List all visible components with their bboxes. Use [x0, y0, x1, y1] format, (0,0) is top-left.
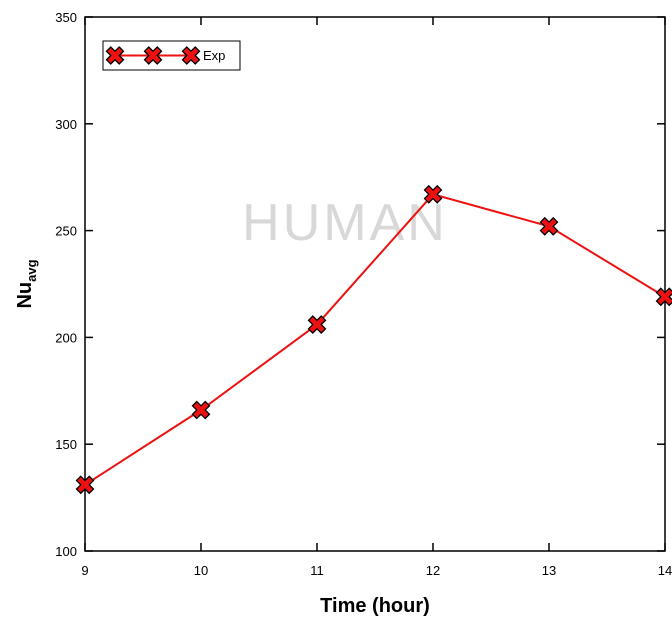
y-tick-label: 300: [55, 117, 77, 132]
y-axis-title-main: Nu: [14, 282, 36, 309]
y-tick-label: 100: [55, 544, 77, 559]
data-point: [423, 184, 443, 204]
y-tick-label: 250: [55, 224, 77, 239]
x-tick-label: 14: [658, 563, 672, 578]
y-axis-title: Nuavg: [14, 259, 39, 308]
x-tick-label: 10: [194, 563, 208, 578]
y-tick-label: 350: [55, 10, 77, 25]
y-tick-label: 150: [55, 437, 77, 452]
legend-label: Exp: [203, 48, 225, 63]
x-axis-title: Time (hour): [320, 595, 430, 617]
series-line: [84, 193, 666, 486]
data-point: [655, 287, 672, 307]
x-tick-label: 11: [310, 563, 324, 578]
y-tick-label: 200: [55, 330, 77, 345]
data-point: [307, 315, 327, 334]
data-point: [75, 475, 95, 495]
legend-marker: [143, 46, 163, 65]
data-point: [539, 216, 559, 236]
legend-marker: [181, 46, 201, 65]
watermark: HUMAN: [242, 194, 448, 252]
legend-marker: [105, 46, 125, 65]
x-tick-label: 12: [426, 563, 440, 578]
x-tick-label: 9: [81, 563, 88, 578]
data-point: [191, 400, 211, 420]
x-tick-label: 13: [542, 563, 556, 578]
plot-frame: [84, 16, 666, 552]
y-axis-title-sub: avg: [24, 259, 39, 281]
